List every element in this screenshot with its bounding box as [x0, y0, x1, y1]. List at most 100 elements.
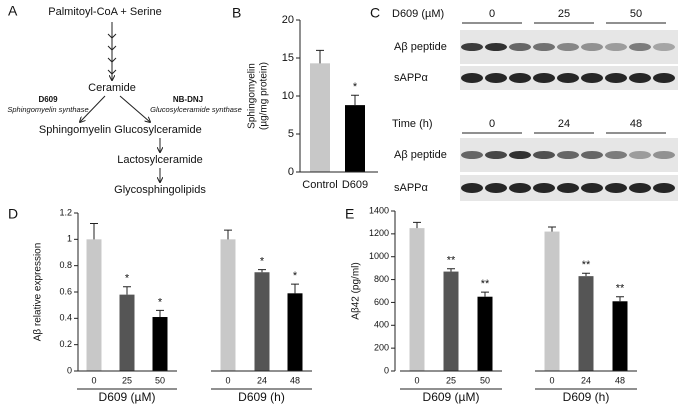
error-bar [224, 229, 232, 240]
band [653, 151, 675, 159]
y-tick-label: 1200 [369, 228, 389, 238]
band [509, 73, 531, 83]
x-tick-label: 0 [414, 375, 419, 385]
y-tick-label: 0.6 [59, 286, 72, 296]
pathway-diagram: A Palmitoyl-CoA + Serine Ceramide D609 S… [7, 3, 242, 196]
y-tick-label: 15 [282, 52, 294, 64]
band [509, 43, 531, 51]
y-tick-label: 1.2 [59, 207, 72, 217]
y-axis-label: Aβ relative expression [33, 243, 44, 342]
x-axis [535, 370, 637, 390]
x-axis [77, 370, 177, 390]
error-bar [447, 268, 455, 272]
y-tick-label: 800 [374, 274, 389, 284]
x-tick-label: Control [302, 179, 337, 191]
y-tick-label: 0.2 [59, 339, 72, 349]
band [557, 183, 579, 193]
x-tick-label: 48 [615, 375, 625, 385]
bar [310, 63, 330, 172]
significance: ** [582, 259, 591, 271]
band [485, 73, 507, 83]
band [533, 73, 555, 83]
y-tick-label: 0 [384, 365, 389, 375]
significance: * [293, 270, 298, 282]
y-tick-label: 5 [288, 128, 294, 140]
y-axis-label: Sphingomyelin [247, 63, 258, 129]
error-bar [481, 291, 489, 297]
x-tick-label: D609 [342, 179, 368, 191]
band [533, 43, 555, 51]
band [581, 151, 603, 159]
western-blot: C D609 (µM) 0 25 50 Aβ peptide sAPPα Time (h) 0… [370, 5, 678, 201]
x-tick-label: 0 [91, 375, 96, 385]
lane-label: 50 [630, 8, 642, 20]
band [485, 183, 507, 193]
significance: ** [481, 278, 490, 290]
row-label: sAPPα [394, 182, 429, 194]
bar [119, 294, 135, 371]
band [653, 43, 675, 51]
y-tick-label: 1000 [369, 251, 389, 261]
node: Palmitoyl-CoA + Serine [48, 6, 161, 18]
y-tick-label: 0.4 [59, 313, 72, 323]
error-bar [156, 309, 164, 318]
blot-condition: Time (h) [392, 118, 433, 130]
band [509, 183, 531, 193]
lane-label: 48 [630, 118, 642, 130]
x-tick-label: 0 [549, 375, 554, 385]
panel-label: B [232, 5, 241, 21]
row-label: Aβ peptide [394, 149, 447, 161]
y-tick-label: 0 [288, 166, 294, 178]
y-axis-label: Aβ42 (pg/ml) [351, 262, 362, 319]
error-bar [123, 286, 131, 295]
y-tick-label: 0 [67, 365, 72, 375]
lane-label: 0 [489, 8, 495, 20]
y-tick-label: 1 [67, 234, 72, 244]
inhibitor-target: Glucosylceramide synthase [150, 105, 242, 114]
y-tick-label: 0.8 [59, 260, 72, 270]
band [461, 73, 483, 83]
band [485, 151, 507, 159]
row-label: sAPPα [394, 72, 429, 84]
y-tick-label: 200 [374, 343, 389, 353]
error-bar [413, 221, 421, 229]
band [605, 151, 627, 159]
group-label: D609 (h) [563, 390, 610, 404]
inhibitor-target: Sphingomyelin synthase [7, 105, 88, 114]
row-label: Aβ peptide [394, 41, 447, 53]
band [533, 183, 555, 193]
group-label: D609 (µM) [423, 390, 480, 404]
x-tick-label: 25 [446, 375, 456, 385]
bar [254, 272, 270, 371]
x-tick-label: 50 [155, 375, 165, 385]
bar-chart: E Aβ42 (pg/ml) 0 200 400 600 800 1000 1200 1400 0 *… [345, 205, 637, 404]
band [629, 183, 651, 193]
bar [409, 228, 425, 371]
y-axis-label: (µg/mg protein) [259, 62, 270, 130]
arrows [80, 22, 160, 182]
significance: ** [447, 255, 456, 267]
error-bar [316, 49, 324, 64]
lane-label: 24 [558, 118, 570, 130]
lane-label: 25 [558, 8, 570, 20]
node: Sphingomyelin [39, 124, 111, 136]
band [557, 73, 579, 83]
inhibitor: D609 [38, 95, 58, 104]
significance: * [125, 273, 130, 285]
group-label: D609 (µM) [99, 390, 156, 404]
band [605, 73, 627, 83]
band [581, 183, 603, 193]
panel-label: D [8, 206, 18, 222]
x-tick-label: 50 [480, 375, 490, 385]
inhibitor: NB-DNJ [173, 95, 203, 104]
band [533, 151, 555, 159]
bar [287, 293, 303, 371]
y-tick-label: 1400 [369, 205, 389, 215]
bar [220, 239, 236, 371]
x-tick-label: 25 [122, 375, 132, 385]
panel-label: C [370, 5, 380, 21]
band [461, 151, 483, 159]
bar [152, 317, 168, 371]
band [581, 73, 603, 83]
